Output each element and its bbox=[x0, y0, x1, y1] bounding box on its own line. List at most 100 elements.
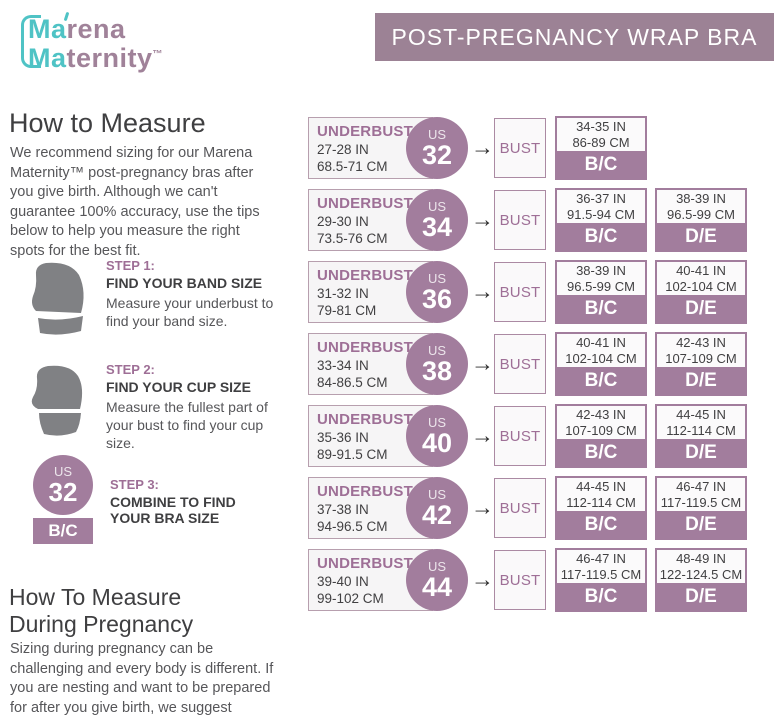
bust-box: BUST bbox=[494, 190, 546, 250]
bust-range: 38-39 IN 96.5-99 CM bbox=[657, 190, 745, 223]
cup-box-bc: 46-47 IN 117-119.5 CM B/C bbox=[555, 548, 647, 612]
bust-range-cm: 91.5-94 CM bbox=[567, 206, 635, 222]
size-chart: UNDERBUST 27-28 IN 68.5-71 CM US 32 → BU… bbox=[308, 116, 774, 620]
step-1-text: STEP 1: FIND YOUR BAND SIZE Measure your… bbox=[106, 258, 280, 330]
bust-range-inches: 44-45 IN bbox=[676, 407, 726, 422]
bust-box: BUST bbox=[494, 550, 546, 610]
underbust-inches: 37-38 IN bbox=[317, 502, 369, 517]
band-size-number: 36 bbox=[421, 283, 453, 314]
step-3-title: COMBINE TO FIND YOUR BRA SIZE bbox=[110, 494, 236, 526]
arrow-right-icon: → bbox=[471, 566, 494, 592]
example-cup-badge: B/C bbox=[33, 518, 93, 544]
band-size-circle: US 40 bbox=[406, 405, 468, 467]
band-size-circle: US 34 bbox=[406, 189, 468, 251]
cup-size-badge: B/C bbox=[557, 223, 645, 250]
arrow-right-icon: → bbox=[471, 422, 494, 448]
bust-box: BUST bbox=[494, 262, 546, 322]
underbust-box: UNDERBUST 37-38 IN 94-96.5 CM bbox=[308, 477, 433, 539]
step-3: US 32 B/C STEP 3: COMBINE TO FIND YOUR B… bbox=[30, 455, 280, 544]
cup-box-de: 40-41 IN 102-104 CM D/E bbox=[655, 260, 747, 324]
underbust-cm: 79-81 CM bbox=[317, 303, 377, 318]
during-pregnancy-heading: How To Measure During Pregnancy bbox=[9, 584, 194, 637]
cup-size-badge: B/C bbox=[557, 439, 645, 466]
band-size-number: 34 bbox=[421, 211, 453, 242]
underbust-inches: 31-32 IN bbox=[317, 286, 369, 301]
underbust-inches: 35-36 IN bbox=[317, 430, 369, 445]
bust-range-inches: 36-37 IN bbox=[576, 191, 626, 206]
cup-size-badge: D/E bbox=[657, 511, 745, 538]
cup-box-de: 38-39 IN 96.5-99 CM D/E bbox=[655, 188, 747, 252]
cup-box-bc: 36-37 IN 91.5-94 CM B/C bbox=[555, 188, 647, 252]
underbust-inches: 29-30 IN bbox=[317, 214, 369, 229]
cup-size-badge: D/E bbox=[657, 223, 745, 250]
underbust-inches: 39-40 IN bbox=[317, 574, 369, 589]
underbust-label: UNDERBUST bbox=[317, 195, 413, 212]
cup-size-badge: D/E bbox=[657, 439, 745, 466]
bust-range: 34-35 IN 86-89 CM bbox=[557, 118, 645, 151]
bust-box: BUST bbox=[494, 334, 546, 394]
bust-range-inches: 34-35 IN bbox=[576, 119, 626, 134]
bust-range-cm: 107-109 CM bbox=[665, 350, 737, 366]
size-row-40: UNDERBUST 35-36 IN 89-91.5 CM US 40 → BU… bbox=[308, 404, 774, 468]
size-row-32: UNDERBUST 27-28 IN 68.5-71 CM US 32 → BU… bbox=[308, 116, 774, 180]
cup-box-bc: 42-43 IN 107-109 CM B/C bbox=[555, 404, 647, 468]
band-size-circle: US 42 bbox=[406, 477, 468, 539]
bust-box: BUST bbox=[494, 478, 546, 538]
bust-range-inches: 38-39 IN bbox=[676, 191, 726, 206]
cup-box-de: 44-45 IN 112-114 CM D/E bbox=[655, 404, 747, 468]
how-to-measure-body: We recommend sizing for our Marena Mater… bbox=[10, 145, 260, 259]
cup-box-bc: 38-39 IN 96.5-99 CM B/C bbox=[555, 260, 647, 324]
cup-box-de: 46-47 IN 117-119.5 CM D/E bbox=[655, 476, 747, 540]
cup-box-bc: 40-41 IN 102-104 CM B/C bbox=[555, 332, 647, 396]
cup-size-badge: B/C bbox=[557, 583, 645, 610]
us-label: US bbox=[427, 126, 447, 142]
torso-cup-measure-icon bbox=[31, 365, 83, 436]
band-size-number: 32 bbox=[421, 139, 453, 170]
step-1: STEP 1: FIND YOUR BAND SIZE Measure your… bbox=[30, 258, 280, 335]
bust-range: 38-39 IN 96.5-99 CM bbox=[557, 262, 645, 295]
underbust-cm: 84-86.5 CM bbox=[317, 375, 388, 390]
bust-range-inches: 46-47 IN bbox=[576, 551, 626, 566]
bust-box: BUST bbox=[494, 118, 546, 178]
bust-range-inches: 40-41 IN bbox=[576, 335, 626, 350]
step-3-label: STEP 3: bbox=[110, 477, 159, 492]
trademark-symbol: ™ bbox=[152, 49, 164, 60]
bust-range: 46-47 IN 117-119.5 CM bbox=[557, 550, 645, 583]
bust-range-cm: 122-124.5 CM bbox=[659, 566, 743, 582]
us-label: US bbox=[427, 558, 447, 574]
bust-range-inches: 44-45 IN bbox=[576, 479, 626, 494]
bust-range-cm: 96.5-99 CM bbox=[667, 206, 735, 222]
example-band-number: 32 bbox=[48, 477, 78, 507]
underbust-cm: 68.5-71 CM bbox=[317, 159, 388, 174]
arrow-right-icon: → bbox=[471, 278, 494, 304]
underbust-label: UNDERBUST bbox=[317, 123, 413, 140]
underbust-cm: 73.5-76 CM bbox=[317, 231, 388, 246]
bust-range-cm: 112-114 CM bbox=[566, 494, 636, 510]
torso-band-measure-icon bbox=[32, 262, 84, 335]
us-label: US bbox=[427, 270, 447, 286]
bust-range-cm: 96.5-99 CM bbox=[567, 278, 635, 294]
arrow-right-icon: → bbox=[471, 206, 494, 232]
logo-text: Marena Maternity™ bbox=[28, 14, 164, 73]
step-1-title: FIND YOUR BAND SIZE bbox=[106, 275, 263, 291]
bust-range-cm: 112-114 CM bbox=[666, 422, 736, 438]
cup-size-badge: B/C bbox=[557, 151, 645, 178]
logo-bracket-icon bbox=[21, 15, 41, 68]
logo-line-2: Maternity™ bbox=[28, 43, 164, 73]
arrow-right-icon: → bbox=[471, 134, 494, 160]
logo-line-1: Marena bbox=[28, 14, 126, 44]
bust-range-cm: 117-119.5 CM bbox=[560, 566, 642, 582]
cup-size-badge: B/C bbox=[557, 511, 645, 538]
us-label: US bbox=[427, 414, 447, 430]
size-row-44: UNDERBUST 39-40 IN 99-102 CM US 44 → BUS… bbox=[308, 548, 774, 612]
cup-box-bc: 44-45 IN 112-114 CM B/C bbox=[555, 476, 647, 540]
arrow-right-icon: → bbox=[471, 494, 494, 520]
step-2: STEP 2: FIND YOUR CUP SIZE Measure the f… bbox=[30, 362, 280, 452]
band-size-number: 38 bbox=[421, 355, 453, 386]
step-1-body: Measure your underbust to find your band… bbox=[106, 295, 274, 329]
bust-range-inches: 42-43 IN bbox=[676, 335, 726, 350]
underbust-label: UNDERBUST bbox=[317, 483, 413, 500]
step-3-text: STEP 3: COMBINE TO FIND YOUR BRA SIZE bbox=[110, 455, 280, 526]
step-2-title: FIND YOUR CUP SIZE bbox=[106, 379, 251, 395]
